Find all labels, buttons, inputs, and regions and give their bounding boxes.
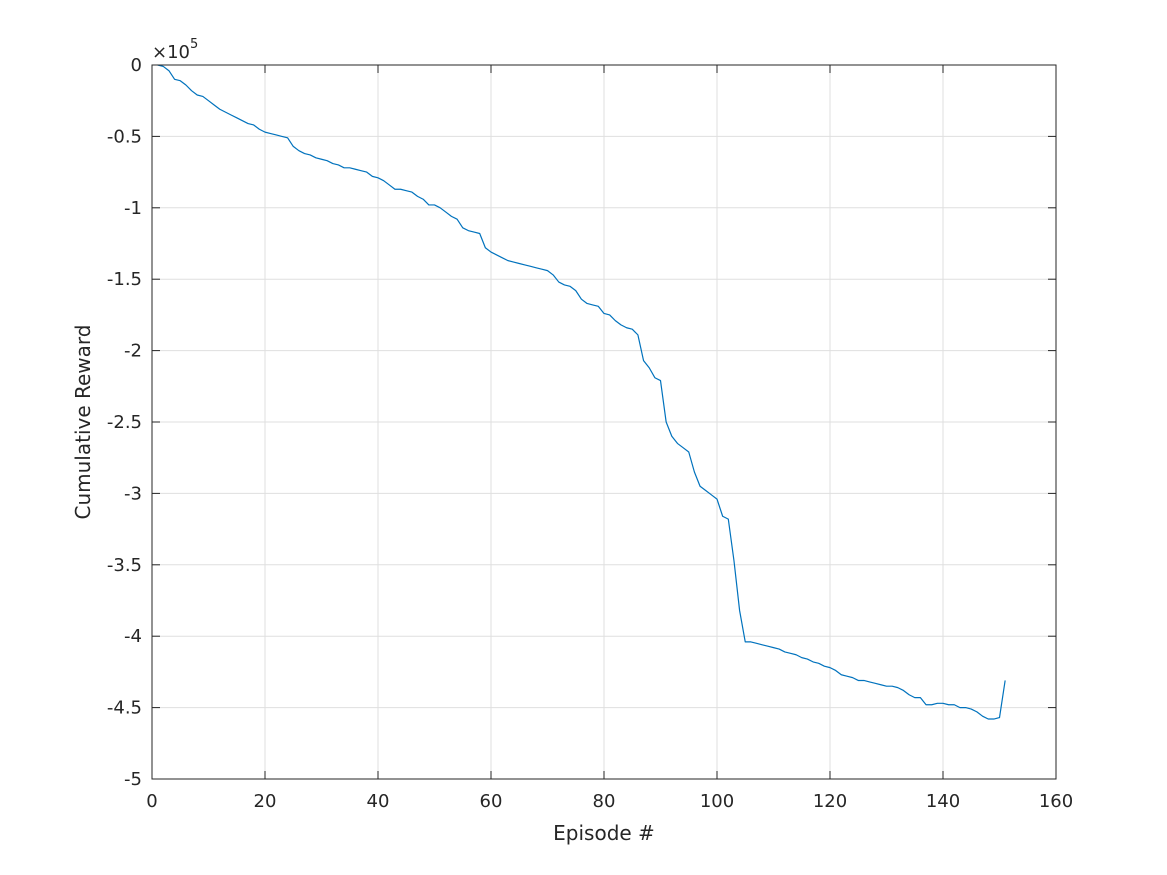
series-layer [157,64,1006,720]
y-tick-label: -4 [124,626,142,647]
x-axis-label: Episode # [553,821,655,845]
y-tick-label: -3 [124,483,142,504]
x-tick-label: 160 [1039,791,1073,812]
x-tick-label: 120 [813,791,847,812]
y-axis-exponent: ×105 [152,37,198,63]
series-line-cumulative-reward [157,64,1006,720]
x-tick-label: 60 [480,791,503,812]
y-tick-label: -2 [124,341,142,362]
grid [151,64,1057,780]
y-tick-label: -4.5 [107,698,142,719]
x-tick-label: 40 [367,791,390,812]
x-tick-label: 0 [146,791,157,812]
y-exponent-power: 5 [190,37,198,52]
x-tick-label: 20 [254,791,277,812]
y-tick-label: -1 [124,198,142,219]
x-tick-label: 140 [926,791,960,812]
y-tick-label: -5 [124,769,142,790]
y-tick-label: 0 [131,55,142,76]
y-tick-label: -1.5 [107,269,142,290]
y-tick-label: -2.5 [107,412,142,433]
y-tick-label: -3.5 [107,555,142,576]
x-tick-label: 80 [593,791,616,812]
x-tick-label: 100 [700,791,734,812]
y-tick-label: -0.5 [107,126,142,147]
axes [151,64,1057,780]
tick-labels: 0 20 40 60 80 100 120 140 160 0 -0.5 -1 -1.5 -2 -2.5 -3… [107,55,1073,812]
y-exponent-times: ×10 [152,42,190,63]
y-axis-label: Cumulative Reward [71,325,95,520]
